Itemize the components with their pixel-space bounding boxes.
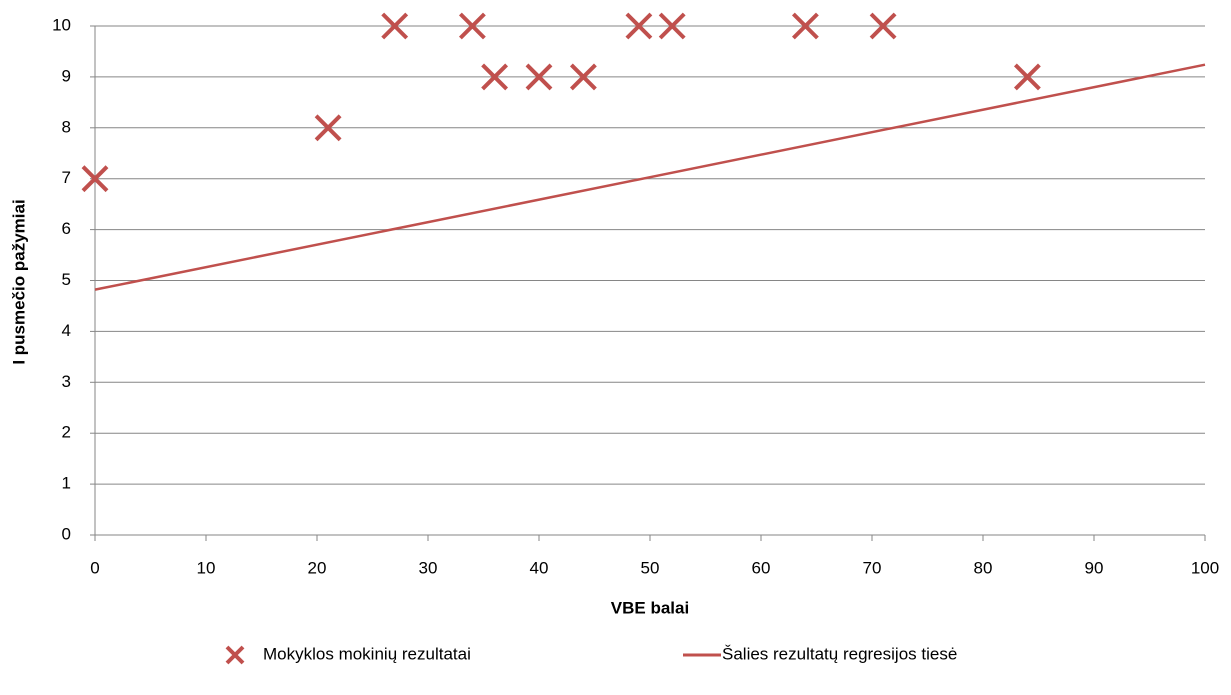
legend-label: Šalies rezultatų regresijos tiesė — [722, 644, 957, 663]
scatter-point — [458, 12, 486, 40]
scatter-point — [1013, 63, 1041, 91]
legend-marker — [225, 645, 245, 665]
scatter-point — [869, 12, 897, 40]
scatter-point — [525, 63, 553, 91]
x-tick-label: 40 — [530, 558, 549, 577]
y-tick-label: 3 — [62, 372, 71, 391]
x-tick-label: 100 — [1191, 558, 1219, 577]
y-tick-label: 6 — [62, 219, 71, 238]
y-tick-label: 2 — [62, 423, 71, 442]
y-tick-label: 9 — [62, 66, 71, 85]
scatter-point — [791, 12, 819, 40]
scatter-point — [569, 63, 597, 91]
x-tick-label: 90 — [1085, 558, 1104, 577]
regression-line — [94, 63, 1206, 291]
x-tick-label: 50 — [641, 558, 660, 577]
scatter-point — [381, 12, 409, 40]
legend-label: Mokyklos mokinių rezultatai — [263, 644, 471, 663]
y-tick-label: 0 — [62, 524, 71, 543]
y-axis-label: I pusmečio pažymiai — [9, 199, 28, 364]
scatter-point — [81, 165, 109, 193]
x-tick-label: 20 — [308, 558, 327, 577]
y-tick-label: 7 — [62, 168, 71, 187]
y-tick-label: 5 — [62, 270, 71, 289]
scatter-point — [481, 63, 509, 91]
scatter-point — [625, 12, 653, 40]
x-tick-label: 60 — [752, 558, 771, 577]
x-tick-label: 30 — [419, 558, 438, 577]
x-axis-label: VBE balai — [611, 598, 689, 617]
y-tick-label: 10 — [52, 15, 71, 34]
x-tick-label: 0 — [90, 558, 99, 577]
y-tick-label: 8 — [62, 117, 71, 136]
y-tick-label: 1 — [62, 474, 71, 493]
scatter-point — [658, 12, 686, 40]
x-tick-label: 10 — [197, 558, 216, 577]
x-tick-label: 70 — [863, 558, 882, 577]
scatter-point — [314, 114, 342, 142]
x-tick-label: 80 — [974, 558, 993, 577]
y-tick-label: 4 — [62, 321, 71, 340]
